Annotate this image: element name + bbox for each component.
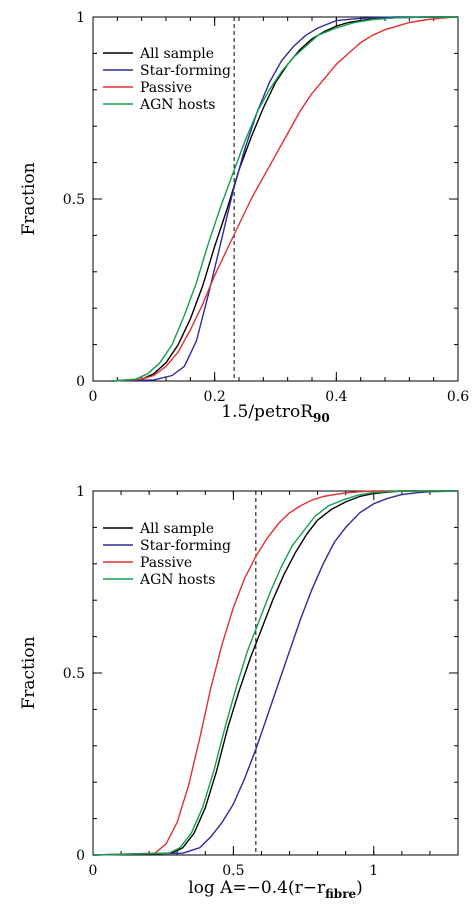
x-axis-label-main: 1.5/petroR [221, 402, 314, 422]
series-line-agn-hosts [111, 16, 458, 382]
x-axis-label-tail: ) [356, 878, 363, 898]
series-line-passive [92, 490, 458, 856]
series-line-star-forming [111, 16, 458, 382]
y-tick-label: 0.5 [63, 666, 85, 682]
legend-label: AGN hosts [139, 97, 215, 113]
x-axis-label: log A=−0.4(r−rfibre) [188, 878, 363, 901]
x-tick-label: 0.4 [325, 389, 347, 405]
series-line-star-forming [92, 490, 459, 856]
x-tick-label: 0.6 [447, 389, 469, 405]
x-tick-label: 0.2 [204, 389, 226, 405]
x-tick-label: 0 [89, 863, 98, 879]
y-tick-label: 1 [76, 10, 85, 26]
legend-label: Passive [140, 80, 192, 96]
legend-label: Star-forming [140, 63, 231, 79]
x-tick-label: 1 [369, 863, 378, 879]
x-tick-label: 0.5 [222, 863, 244, 879]
y-axis-label: Fraction [19, 636, 39, 709]
y-tick-label: 1 [76, 484, 85, 500]
series-line-all-sample [92, 490, 458, 856]
x-axis-label: 1.5/petroR90 [221, 402, 329, 425]
legend-label: AGN hosts [139, 572, 215, 588]
legend-label: Star-forming [140, 538, 231, 554]
series-line-all-sample [111, 16, 458, 382]
x-axis-label-subscript: 90 [313, 411, 330, 425]
series-line-agn-hosts [92, 490, 458, 856]
series-line-passive [111, 16, 459, 382]
legend-label: All sample [139, 46, 214, 62]
y-tick-label: 0 [76, 848, 85, 864]
y-tick-label: 0.5 [63, 192, 85, 208]
y-tick-label: 0 [76, 374, 85, 390]
legend-label: Passive [140, 555, 192, 571]
y-axis-label: Fraction [19, 162, 39, 235]
x-tick-label: 0 [89, 389, 98, 405]
x-axis-label-main: log A=−0.4(r−r [188, 878, 326, 898]
chart-panel-2: 0 0.5 1 0 0.5 1 All sampleStar-formingPassiveA… [19, 484, 459, 901]
x-axis-label-subscript: fibre [325, 887, 356, 901]
chart-panel-1: 0 0.2 0.4 0.6 0 0.5 1 All sampleStar-formingPas… [19, 10, 469, 425]
legend-label: All sample [139, 521, 214, 537]
